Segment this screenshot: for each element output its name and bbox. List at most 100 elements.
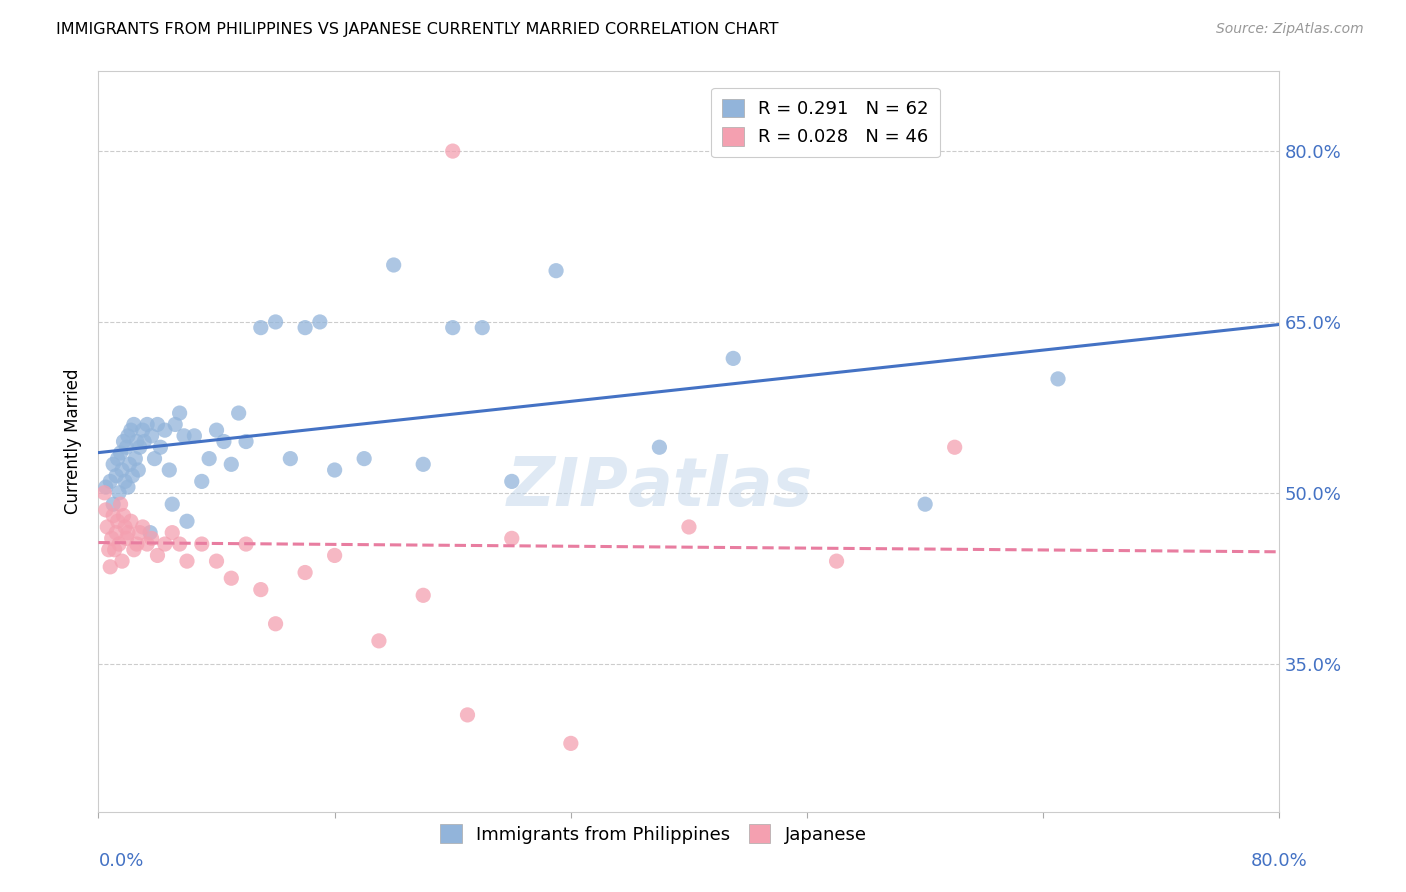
Point <box>120 514 142 528</box>
Point <box>221 458 243 472</box>
Point <box>134 434 156 449</box>
Point <box>471 320 494 334</box>
Point <box>103 508 125 523</box>
Point <box>943 440 966 454</box>
Point <box>115 532 138 546</box>
Point <box>122 417 145 432</box>
Point <box>723 351 745 366</box>
Point <box>114 475 136 489</box>
Point <box>108 485 131 500</box>
Point <box>157 463 180 477</box>
Legend: Immigrants from Philippines, Japanese: Immigrants from Philippines, Japanese <box>429 814 877 855</box>
Point <box>205 423 228 437</box>
Point <box>136 417 159 432</box>
Text: IMMIGRANTS FROM PHILIPPINES VS JAPANESE CURRENTLY MARRIED CORRELATION CHART: IMMIGRANTS FROM PHILIPPINES VS JAPANESE … <box>56 22 779 37</box>
Point <box>153 423 176 437</box>
Point <box>648 440 671 454</box>
Point <box>294 320 316 334</box>
Point <box>141 532 163 546</box>
Point <box>173 429 195 443</box>
Point <box>176 514 198 528</box>
Point <box>264 315 287 329</box>
Point <box>228 406 250 420</box>
Point <box>111 463 134 477</box>
Point <box>125 434 148 449</box>
Point <box>264 616 287 631</box>
Point <box>96 520 118 534</box>
Point <box>110 497 132 511</box>
Point <box>136 537 159 551</box>
Point <box>94 503 117 517</box>
Point <box>139 525 162 540</box>
Point <box>107 451 129 466</box>
Point <box>353 451 375 466</box>
Point <box>108 537 131 551</box>
Point <box>146 549 169 563</box>
Y-axis label: Currently Married: Currently Married <box>65 368 83 515</box>
Point <box>153 537 176 551</box>
Point <box>117 429 139 443</box>
Point <box>94 480 117 494</box>
Point <box>457 707 479 722</box>
Point <box>141 429 163 443</box>
Point <box>1046 372 1070 386</box>
Point <box>501 532 523 546</box>
Point <box>124 451 146 466</box>
Point <box>191 537 214 551</box>
Point <box>107 514 129 528</box>
Point <box>250 582 273 597</box>
Point <box>169 406 191 420</box>
Text: Source: ZipAtlas.com: Source: ZipAtlas.com <box>1216 22 1364 37</box>
Point <box>149 440 172 454</box>
Point <box>93 485 115 500</box>
Text: ZIP​at​las: ZIP​at​las <box>506 454 813 520</box>
Point <box>323 463 346 477</box>
Point <box>125 537 148 551</box>
Point <box>198 451 221 466</box>
Point <box>212 434 235 449</box>
Text: 0.0%: 0.0% <box>98 852 143 870</box>
Point <box>104 542 127 557</box>
Point <box>205 554 228 568</box>
Point <box>127 463 149 477</box>
Point <box>111 554 134 568</box>
Point <box>825 554 848 568</box>
Point <box>105 468 128 483</box>
Point <box>250 320 273 334</box>
Text: 80.0%: 80.0% <box>1251 852 1308 870</box>
Point <box>100 532 122 546</box>
Point <box>169 537 191 551</box>
Point <box>132 423 155 437</box>
Point <box>114 520 136 534</box>
Point <box>103 497 125 511</box>
Point <box>235 434 257 449</box>
Point <box>110 446 132 460</box>
Point <box>122 542 145 557</box>
Point <box>382 258 405 272</box>
Point <box>128 440 150 454</box>
Point <box>118 458 141 472</box>
Point <box>112 508 135 523</box>
Point <box>235 537 257 551</box>
Point <box>368 633 391 648</box>
Point <box>183 429 205 443</box>
Point <box>117 480 139 494</box>
Point <box>412 458 434 472</box>
Point <box>98 475 121 489</box>
Point <box>914 497 936 511</box>
Point <box>191 475 214 489</box>
Point <box>678 520 700 534</box>
Point <box>176 554 198 568</box>
Point <box>412 588 434 602</box>
Point <box>128 525 150 540</box>
Point <box>162 525 183 540</box>
Point <box>97 542 120 557</box>
Point <box>117 525 139 540</box>
Point <box>323 549 346 563</box>
Point <box>112 434 135 449</box>
Point <box>103 458 125 472</box>
Point <box>98 559 121 574</box>
Point <box>546 263 568 277</box>
Point <box>441 144 464 158</box>
Point <box>309 315 332 329</box>
